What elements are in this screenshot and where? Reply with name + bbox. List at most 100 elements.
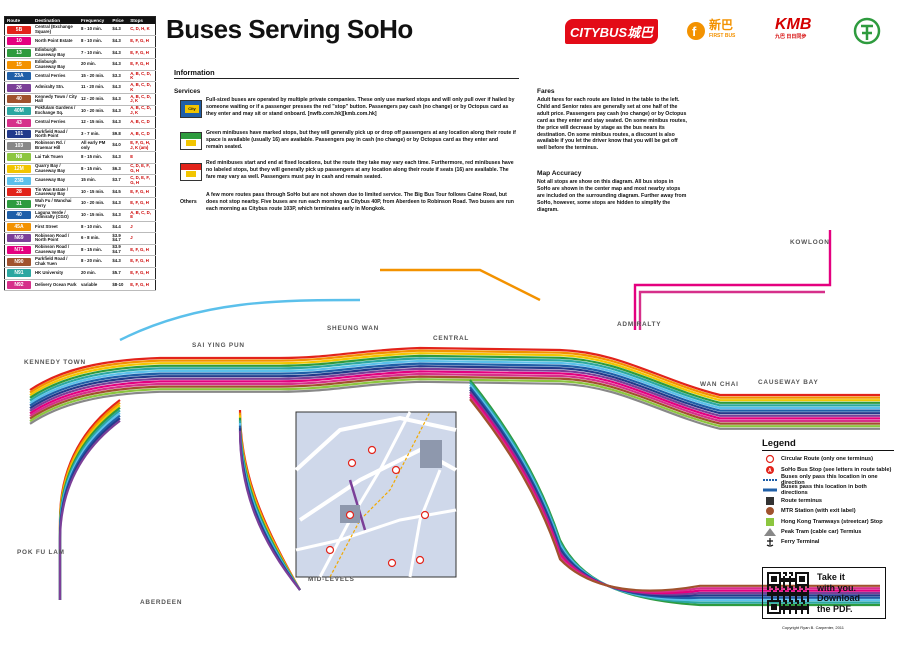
- route-price: $4.3: [110, 105, 129, 118]
- route-destination: Tin Wan Estate / Causeway Bay: [33, 186, 79, 199]
- route-line: [58, 409, 121, 600]
- route-stops: A, B, C, D, K: [128, 81, 156, 95]
- route-stops: E, F, G, H: [128, 279, 156, 292]
- route-frequency: 20 min.: [78, 267, 111, 280]
- route-row: 101 Parkfield Road / North Point 3 - 7 min…: [4, 128, 156, 141]
- download-pdf-panel[interactable]: Take it with you. Download the PDF.: [762, 567, 886, 619]
- route-frequency: 11 - 20 min.: [78, 81, 111, 95]
- route-row: N91 HK University 20 min. $5.7 E, F, G, H: [4, 267, 156, 280]
- route-line: [469, 398, 880, 592]
- route-terminus-icon: [762, 496, 778, 506]
- route-row: 40 Kennedy Town / City Hall 12 - 20 min. $4…: [4, 93, 156, 106]
- legend-label: Peak Tram (cable car) Termius: [781, 528, 862, 535]
- route-row: 10 North Point Estate 8 - 10 min. $4.3 E, F,…: [4, 35, 156, 48]
- red-minibus-icon: [180, 163, 202, 181]
- route-frequency: 8 - 15 min.: [78, 163, 111, 176]
- route-price: $4.3: [110, 209, 129, 222]
- route-price: $6.3: [110, 163, 129, 176]
- route-cell: 40: [4, 209, 33, 222]
- route-row: 15 Edinburgh Causeway Bay 20 min. $4.3 E, F,…: [4, 58, 156, 71]
- route-row: N8 Lai Tak Tsuen 8 - 15 min. $4.3 E: [4, 151, 156, 164]
- route-row: 40M Pokfulam Gardens / Exchange Sq. 10 - 2…: [4, 105, 156, 118]
- others-label: Others: [180, 199, 197, 205]
- route-line: [58, 401, 121, 600]
- route-price: $8-10: [110, 279, 129, 292]
- route-row: 13 Edinburgh Causeway Bay 7 - 10 min. $4.3 E…: [4, 47, 156, 60]
- route-stops: A, B, C, D, K: [128, 70, 156, 83]
- route-stops: E, F, G, H: [128, 267, 156, 280]
- route-number: 12M: [7, 164, 31, 173]
- route-table: Route Destination Frequency Price Stops …: [4, 16, 156, 292]
- route-frequency: 6 - 8 min.: [78, 232, 111, 245]
- route-destination: Quarry Bay / Causeway Bay: [33, 163, 79, 176]
- route-cell: 23A: [4, 70, 33, 83]
- route-stops: J: [128, 232, 156, 245]
- route-cell: 23B: [4, 174, 33, 187]
- route-line: [58, 419, 121, 600]
- service-text-green-minibus: Green minibuses have marked stops, but t…: [206, 130, 516, 150]
- route-line: [29, 357, 880, 407]
- route-line: [29, 346, 880, 397]
- route-cell: N92: [4, 279, 33, 292]
- route-price: $3.3: [110, 70, 129, 83]
- route-row: 45A First Street 8 - 10 min. $4.4 J: [4, 221, 156, 234]
- route-number: 10: [7, 37, 31, 46]
- kmb-logo: KMB 九巴 日日同步: [775, 14, 845, 48]
- fares-text: Adult fares for each route are listed in…: [537, 97, 687, 152]
- service-text-bus: Full-sized buses are operated by multipl…: [206, 97, 515, 117]
- service-text-red-minibus: Red minibuses start and end at fixed loc…: [206, 160, 514, 180]
- route-line: [119, 298, 361, 342]
- route-number: 101: [7, 130, 31, 139]
- route-line: [29, 380, 880, 430]
- route-number: N92: [7, 280, 31, 289]
- area-label-sai-ying-pun: SAI YING PUN: [192, 342, 245, 349]
- route-cell: 10: [4, 35, 33, 48]
- route-cell: 5B: [4, 24, 33, 37]
- route-frequency: 10 - 15 min.: [78, 186, 111, 199]
- route-destination: Robinson Road / Causeway Bay: [33, 244, 79, 257]
- route-frequency: 15 - 20 min.: [78, 70, 111, 83]
- route-price: $3.9 $4.7: [110, 244, 129, 257]
- download-text[interactable]: Take it with you. Download the PDF.: [817, 572, 860, 614]
- route-stops: C, D, E, F, G, H: [128, 163, 156, 176]
- header-frequency: Frequency: [78, 16, 111, 24]
- route-price: $5.7: [110, 267, 129, 280]
- route-number: 103: [7, 141, 31, 150]
- route-cell: 31: [4, 197, 33, 210]
- route-line: [29, 362, 880, 412]
- route-stops: E, F, G, H: [128, 58, 156, 71]
- legend: Legend Circular Route (only one terminus…: [762, 438, 894, 548]
- route-frequency: 15 min.: [78, 174, 111, 187]
- circular-route-icon: [762, 454, 778, 464]
- route-stops: A, B, C, D: [128, 128, 156, 141]
- soho-stop-icon: A: [762, 465, 778, 475]
- legend-label: Ferry Terminal: [781, 539, 820, 546]
- route-row: 40 Laguna Verde / Admiralty (CGO) 10 - 15 …: [4, 209, 156, 222]
- route-line: [380, 268, 541, 302]
- route-cell: 12M: [4, 163, 33, 176]
- route-number: 31: [7, 199, 31, 208]
- legend-item: Buses only pass this location in one dir…: [762, 474, 894, 486]
- route-stops: A, B, C, D, E: [128, 209, 156, 222]
- route-line: [238, 415, 301, 591]
- route-frequency: 8 - 15 min.: [78, 244, 111, 257]
- qr-code-icon[interactable]: [767, 572, 809, 614]
- route-stops: C, D, H, K: [128, 24, 156, 37]
- citybus-logo: CITYBUS城巴: [565, 14, 673, 48]
- route-number: 23B: [7, 176, 31, 185]
- route-line: [29, 367, 880, 417]
- legend-item: Peak Tram (cable car) Termius: [762, 527, 894, 537]
- route-cell: 43: [4, 116, 33, 129]
- route-number: 40: [7, 95, 31, 104]
- route-cell: 26: [4, 81, 33, 95]
- route-row: N90 Parkfield Road / Chak Yuen 8 - 20 min.…: [4, 255, 156, 268]
- route-number: 40M: [7, 106, 31, 115]
- route-price: $4.3: [110, 255, 129, 268]
- area-label-kowloon: KOWLOON: [790, 239, 830, 246]
- info-heading: Information: [174, 68, 215, 77]
- route-frequency: 20 min.: [78, 58, 111, 71]
- route-stops: E, F, G, H: [128, 186, 156, 199]
- soho-inset-map[interactable]: [294, 411, 457, 578]
- route-line: [238, 425, 301, 591]
- route-table-header: Route Destination Frequency Price Stops: [4, 16, 156, 24]
